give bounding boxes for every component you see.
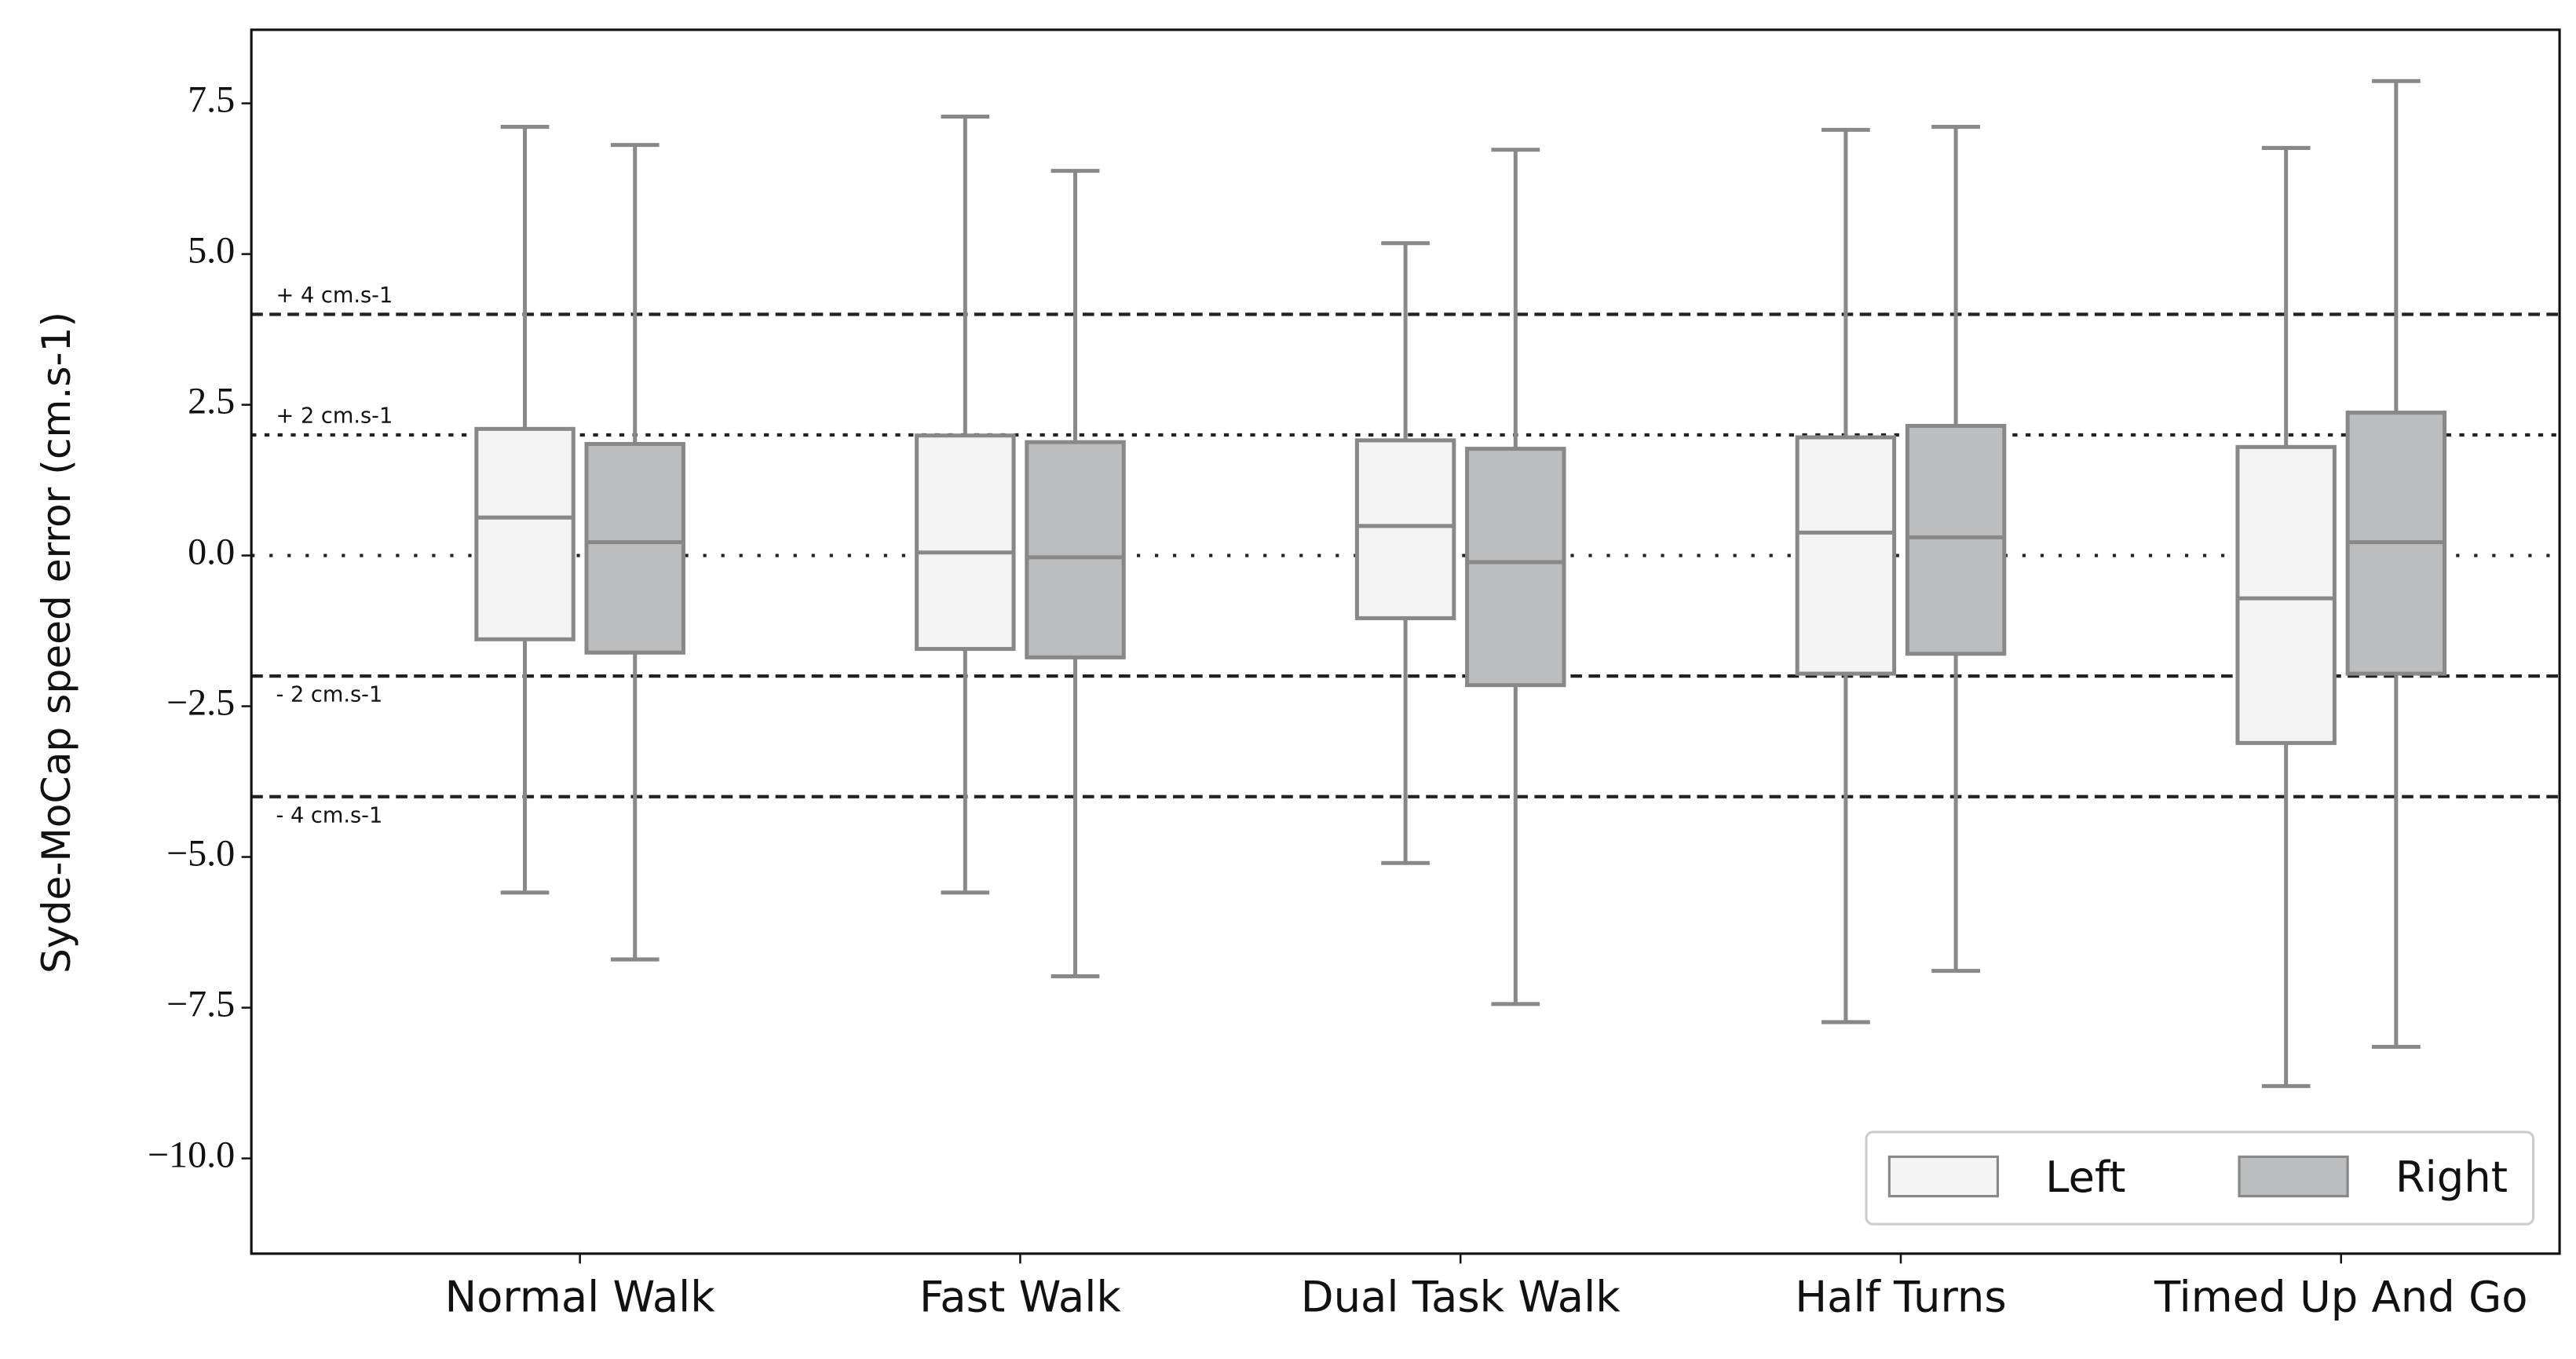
box bbox=[1465, 447, 1566, 688]
legend-frame bbox=[1865, 1131, 2535, 1226]
box bbox=[1905, 423, 2007, 656]
x-tick-label: Fast Walk bbox=[919, 1273, 1121, 1322]
y-tick-label: 5.0 bbox=[188, 230, 235, 272]
box bbox=[1795, 435, 1897, 676]
reference-label: + 2 cm.s-1 bbox=[276, 404, 393, 428]
x-tick-label: Half Turns bbox=[1795, 1273, 2006, 1322]
box bbox=[474, 426, 575, 641]
y-tick-label: 7.5 bbox=[188, 79, 235, 121]
y-tick-label: 0.0 bbox=[188, 532, 235, 573]
y-axis-label: Syde-MoCap speed error (cm.s-1) bbox=[33, 312, 79, 974]
x-tick-label: Normal Walk bbox=[444, 1273, 715, 1322]
x-tick-label: Dual Task Walk bbox=[1301, 1273, 1621, 1322]
reference-label: + 4 cm.s-1 bbox=[276, 283, 393, 308]
box bbox=[2235, 444, 2337, 745]
y-tick-label: 2.5 bbox=[188, 381, 235, 422]
box bbox=[1354, 438, 1456, 620]
y-tick-label: −5.0 bbox=[166, 833, 235, 875]
x-tick-label: Timed Up And Go bbox=[2154, 1273, 2527, 1322]
box bbox=[1025, 440, 1126, 659]
box bbox=[584, 441, 685, 655]
legend-swatch bbox=[2238, 1155, 2349, 1198]
plot-frame bbox=[250, 28, 2561, 1255]
box bbox=[915, 433, 1016, 652]
reference-label: - 4 cm.s-1 bbox=[276, 803, 383, 827]
reference-label: - 2 cm.s-1 bbox=[276, 683, 383, 707]
legend: Left Right bbox=[1865, 1131, 2535, 1226]
y-tick-label: −7.5 bbox=[166, 984, 235, 1025]
legend-label: Right bbox=[2395, 1153, 2508, 1202]
legend-label: Left bbox=[2045, 1153, 2125, 1202]
y-tick-label: −10.0 bbox=[148, 1134, 235, 1176]
legend-swatch bbox=[1887, 1155, 2000, 1198]
y-tick-label: −2.5 bbox=[166, 682, 235, 724]
